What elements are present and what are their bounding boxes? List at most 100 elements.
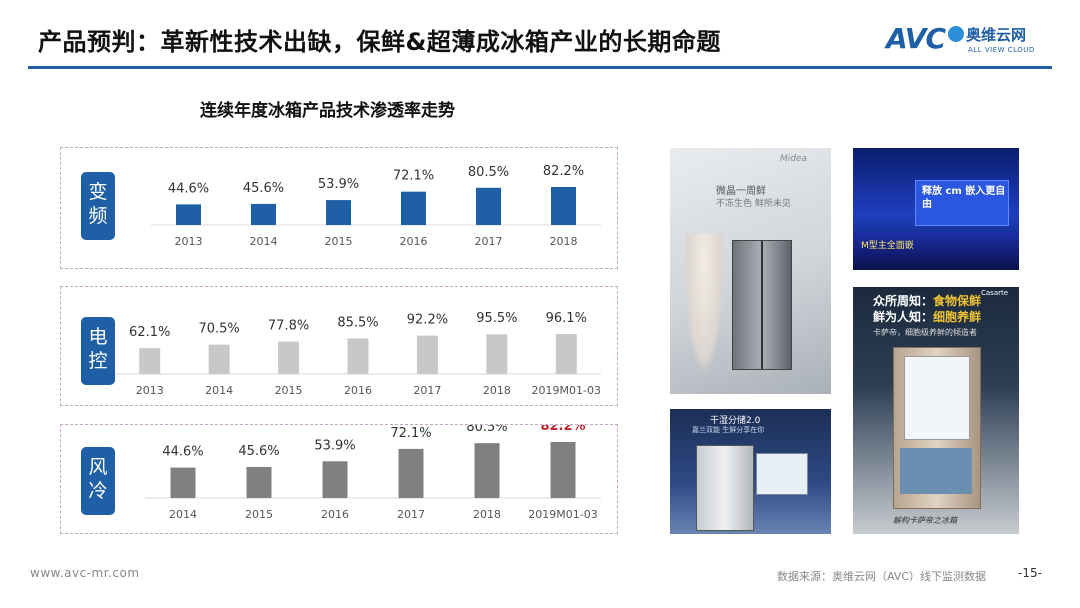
data-label-2017: 80.5% (468, 165, 509, 180)
stage-text: M型主全面嵌 (861, 241, 914, 251)
tick-label-2014: 2014 (250, 235, 278, 248)
tick-label-2018: 2018 (550, 235, 578, 248)
photo-text-line2: 不冻生色 鲜所未见 (716, 199, 791, 209)
photo-subline: 卡萨帝，细胞级养鲜的倾造者 (873, 328, 977, 337)
page-title: 产品预判：革新性技术出缺，保鲜&超薄成冰箱产业的长期命题 (38, 28, 721, 56)
bar-2014 (251, 203, 276, 225)
avc-logo: AVC 奥维云网 ALL VIEW CLOUD (886, 22, 1056, 62)
tick-label-2015: 2015 (245, 508, 273, 521)
data-label-2014: 45.6% (243, 181, 284, 196)
data-label-2015: 77.8% (268, 319, 309, 334)
photo-subline: 嘉兰双能 生鲜分享在你 (692, 426, 765, 434)
tick-label-2014: 2014 (169, 508, 197, 521)
data-label-2015: 53.9% (318, 177, 359, 192)
data-label-2018: 95.5% (476, 311, 517, 326)
data-label-2015: 45.6% (238, 444, 279, 459)
stage-floor: M型主全面嵌 (853, 232, 1019, 270)
tick-label-2017: 2017 (413, 384, 441, 397)
photo-brand-midea: Midea (780, 154, 808, 164)
product-photo-midea: Midea 微晶一周鲜 不冻生色 鲜所未见 (670, 148, 831, 394)
bar-2017 (398, 448, 424, 498)
bar-2016 (401, 191, 426, 225)
bar-2016 (347, 338, 369, 374)
data-label-2019M01-03: 82.2% (540, 425, 585, 434)
bar-2019M01-03 (550, 442, 576, 498)
tick-label-2015: 2015 (325, 235, 353, 248)
tick-label-2016: 2016 (400, 235, 428, 248)
fridge-image (732, 240, 792, 370)
series-tag-electronic: 电控 (81, 317, 115, 385)
chart-panel-electronic: 电控 62.1% 2013 70.5% 2014 77.8% 2015 85.5% 2016 9… (60, 286, 618, 406)
bar-2015 (246, 466, 272, 498)
data-label-2019M01-03: 96.1% (546, 311, 587, 326)
page-number: -15- (1018, 566, 1042, 580)
tick-label-2019M01-03: 2019M01-03 (532, 384, 601, 397)
data-label-2013: 44.6% (168, 181, 209, 196)
bar-2015 (326, 200, 351, 225)
data-label-2016: 85.5% (337, 315, 378, 330)
footer-url: www.avc-mr.com (30, 566, 140, 580)
data-label-2014: 44.6% (162, 445, 203, 460)
photo-headline: 干湿分储2.0 (710, 416, 761, 426)
logo-cn-text: 奥维云网 (966, 26, 1027, 44)
bar-2017 (476, 187, 501, 225)
tick-label-2016: 2016 (321, 508, 349, 521)
photo-brand-casarte: Casarte (981, 289, 1009, 297)
chart-panel-aircooled: 风冷 44.6% 2014 45.6% 2015 53.9% 2016 72.1% 2017 8… (60, 424, 618, 534)
footer-source: 数据来源：奥维云网（AVC）线下监测数据 (777, 570, 987, 583)
bar-2019M01-03 (555, 334, 577, 374)
stage-screen-text: 释放 cm 嵌入更自由 (922, 186, 1006, 210)
stage-screen: 释放 cm 嵌入更自由 (915, 180, 1009, 226)
fridge-image (893, 347, 981, 509)
bar-2018 (486, 334, 508, 374)
product-photo-launch: 释放 cm 嵌入更自由 M型主全面嵌 (853, 148, 1019, 270)
data-label-2016: 53.9% (314, 438, 355, 453)
bar-2013 (139, 348, 161, 374)
series-tag-electronic-label: 电控 (88, 326, 108, 372)
bar-2016 (322, 461, 348, 498)
data-label-2018: 82.2% (543, 164, 584, 179)
bar-2018 (474, 443, 500, 498)
fridge-image (696, 445, 754, 531)
bar-2017 (416, 335, 438, 374)
title-divider (28, 66, 1052, 69)
tick-label-2015: 2015 (275, 384, 303, 397)
tick-label-2018: 2018 (473, 508, 501, 521)
data-label-2016: 72.1% (393, 169, 434, 184)
bar-2013 (176, 204, 201, 225)
chart-subtitle: 连续年度冰箱产品技术渗透率走势 (200, 101, 455, 121)
series-tag-aircooled-label: 风冷 (88, 456, 108, 502)
bar-chart-electronic: 62.1% 2013 70.5% 2014 77.8% 2015 85.5% 2016 92.2… (115, 311, 601, 397)
tick-label-2014: 2014 (205, 384, 233, 397)
logo-mark-icon (948, 26, 964, 42)
tick-label-2018: 2018 (483, 384, 511, 397)
bar-2018 (551, 187, 576, 225)
data-label-2017: 72.1% (390, 426, 431, 441)
tick-label-2017: 2017 (475, 235, 503, 248)
bar-2014 (170, 467, 196, 498)
series-tag-aircooled: 风冷 (81, 447, 115, 515)
bar-2014 (208, 344, 230, 374)
data-label-2017: 92.2% (407, 313, 448, 328)
data-label-2014: 70.5% (198, 322, 239, 337)
model-figure (684, 234, 724, 374)
tick-label-2013: 2013 (136, 384, 164, 397)
product-photo-dry-wet: 干湿分储2.0 嘉兰双能 生鲜分享在你 (670, 409, 831, 534)
chart-panel-inverter: 变频 44.6% 2013 45.6% 2014 53.9% 2015 72.1% 2016 8… (60, 147, 618, 269)
data-label-2018: 80.5% (466, 425, 507, 435)
logo-avc-text: AVC (886, 22, 946, 55)
tick-label-2013: 2013 (175, 235, 203, 248)
data-label-2013: 62.1% (129, 325, 170, 340)
product-photo-casarte: Casarte 众所周知：食物保鲜 鲜为人知：细胞养鲜 卡萨帝，细胞级养鲜的倾造… (853, 287, 1019, 534)
photo-text-line1: 微晶一周鲜 (716, 186, 766, 197)
tick-label-2017: 2017 (397, 508, 425, 521)
tick-label-2019M01-03: 2019M01-03 (528, 508, 597, 521)
tick-label-2016: 2016 (344, 384, 372, 397)
fridge-drawer-image (756, 453, 808, 495)
bar-chart-inverter: 44.6% 2013 45.6% 2014 53.9% 2015 72.1% 2016 80.5… (151, 164, 601, 248)
bar-chart-aircooled: 44.6% 2014 45.6% 2015 53.9% 2016 72.1% 2017 80.5… (145, 425, 601, 521)
photo-headline: 众所周知：食物保鲜 鲜为人知：细胞养鲜 (873, 294, 982, 324)
series-tag-inverter: 变频 (81, 172, 115, 240)
logo-en-text: ALL VIEW CLOUD (968, 46, 1035, 54)
series-tag-inverter-label: 变频 (88, 181, 108, 227)
